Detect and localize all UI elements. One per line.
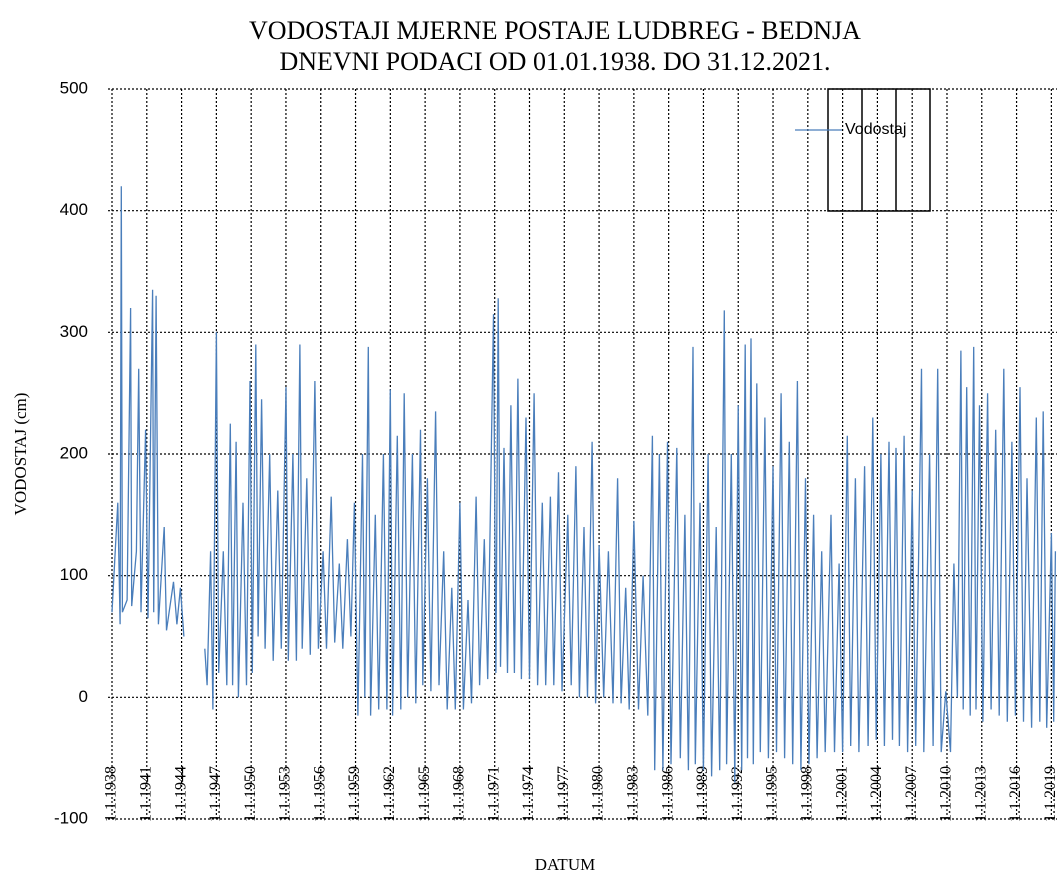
- x-tick-label: 1.1.2007: [903, 766, 920, 822]
- data-line: [111, 186, 1057, 783]
- y-tick-label: 400: [60, 200, 88, 219]
- chart-title: VODOSTAJI MJERNE POSTAJE LUDBREG - BEDNJ…: [249, 16, 861, 45]
- x-tick-label: 1.1.1974: [520, 766, 537, 822]
- y-tick-label: 0: [79, 687, 88, 706]
- legend-label: Vodostaj: [845, 121, 906, 138]
- x-tick-label: 1.1.1980: [590, 766, 607, 822]
- x-tick-label: 1.1.1965: [416, 766, 433, 822]
- x-tick-label: 1.1.1995: [764, 766, 781, 822]
- x-tick-label: 1.1.2001: [833, 766, 850, 822]
- x-tick-label: 1.1.1950: [242, 766, 259, 822]
- x-tick-label: 1.1.1944: [172, 766, 189, 822]
- x-tick-label: 1.1.2019: [1042, 766, 1057, 822]
- x-tick-label: 1.1.1962: [381, 766, 398, 822]
- x-tick-label: 1.1.1956: [311, 766, 328, 822]
- x-tick-label: 1.1.1998: [798, 766, 815, 822]
- x-tick-label: 1.1.2013: [972, 766, 989, 822]
- x-tick-label: 1.1.1986: [659, 766, 676, 822]
- legend-boxes: [827, 88, 931, 212]
- x-tick-label: 1.1.2016: [1007, 766, 1024, 822]
- y-tick-label: 200: [60, 443, 88, 462]
- x-tick-label: 1.1.1941: [137, 766, 154, 822]
- x-tick-label: 1.1.1971: [485, 766, 502, 822]
- x-tick-label: 1.1.1992: [729, 766, 746, 822]
- x-axis-title: DATUM: [535, 855, 595, 874]
- chart-subtitle: DNEVNI PODACI OD 01.01.1938. DO 31.12.20…: [279, 47, 830, 76]
- y-tick-label: 300: [60, 322, 88, 341]
- x-tick-label: 1.1.1983: [625, 766, 642, 822]
- x-tick-label: 1.1.1953: [277, 766, 294, 822]
- y-tick-label: 100: [60, 565, 88, 584]
- x-tick-label: 1.1.1938: [103, 766, 120, 822]
- x-tick-label: 1.1.1977: [555, 766, 572, 822]
- x-tick-label: 1.1.1959: [346, 766, 363, 822]
- x-tick-label: 1.1.1947: [207, 766, 224, 822]
- y-tick-label: 500: [60, 78, 88, 97]
- x-tick-label: 1.1.2010: [938, 766, 955, 822]
- x-tick-label: 1.1.2004: [868, 766, 885, 822]
- x-tick-label: 1.1.1989: [694, 766, 711, 822]
- x-tick-label: 1.1.1968: [451, 766, 468, 822]
- y-tick-label: -100: [54, 808, 88, 827]
- y-axis-title: VODOSTAJ (cm): [11, 393, 30, 516]
